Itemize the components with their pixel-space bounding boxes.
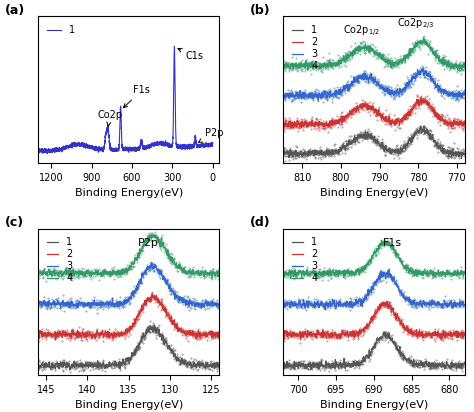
Text: F1s: F1s (383, 238, 402, 248)
Text: P2p: P2p (199, 128, 223, 143)
Text: Co2p$_{1/2}$: Co2p$_{1/2}$ (343, 24, 380, 39)
Text: P2p: P2p (138, 238, 159, 248)
Text: C1s: C1s (178, 48, 204, 61)
Text: (d): (d) (250, 216, 271, 229)
Legend: 1, 2, 3, 4: 1, 2, 3, 4 (288, 21, 321, 75)
Legend: 1, 2, 3, 4: 1, 2, 3, 4 (288, 234, 321, 287)
Legend: 1, 2, 3, 4: 1, 2, 3, 4 (43, 234, 76, 287)
Text: (c): (c) (5, 216, 24, 229)
Text: F1s: F1s (123, 85, 150, 108)
X-axis label: Binding Energy(eV): Binding Energy(eV) (74, 400, 183, 410)
Text: Co2p: Co2p (97, 110, 122, 126)
Text: (b): (b) (250, 4, 271, 16)
X-axis label: Binding Energy(eV): Binding Energy(eV) (74, 188, 183, 198)
Text: (a): (a) (5, 4, 26, 16)
X-axis label: Binding Energy(eV): Binding Energy(eV) (319, 188, 428, 198)
Text: Co2p$_{2/3}$: Co2p$_{2/3}$ (397, 16, 435, 32)
X-axis label: Binding Energy(eV): Binding Energy(eV) (319, 400, 428, 410)
Legend: 1: 1 (43, 21, 79, 39)
